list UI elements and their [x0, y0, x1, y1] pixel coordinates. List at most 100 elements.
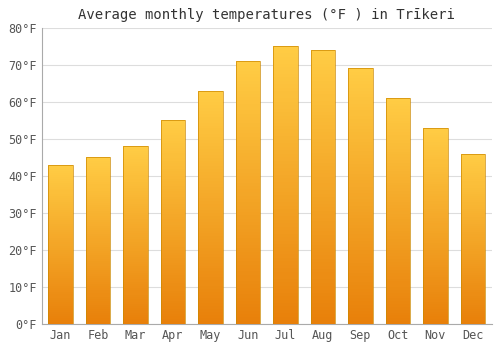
Bar [423, 292, 448, 294]
Bar [124, 166, 148, 168]
Bar [273, 136, 297, 140]
Bar [124, 279, 148, 282]
Bar [48, 264, 72, 266]
Bar [460, 239, 485, 241]
Bar [348, 110, 372, 113]
Bar [423, 238, 448, 240]
Bar [86, 238, 110, 240]
Bar [423, 277, 448, 280]
Bar [348, 276, 372, 279]
Bar [310, 276, 335, 279]
Bar [348, 273, 372, 276]
Bar [198, 301, 222, 303]
Bar [310, 245, 335, 248]
Bar [460, 260, 485, 262]
Bar [86, 243, 110, 245]
Bar [48, 230, 72, 232]
Bar [310, 163, 335, 166]
Bar [160, 199, 185, 202]
Bar [423, 304, 448, 307]
Bar [460, 228, 485, 230]
Bar [348, 119, 372, 122]
Bar [348, 122, 372, 126]
Bar [386, 245, 410, 247]
Bar [273, 220, 297, 223]
Bar [236, 166, 260, 169]
Bar [310, 74, 335, 77]
Bar [48, 272, 72, 274]
Bar [386, 180, 410, 183]
Bar [310, 269, 335, 272]
Bar [423, 307, 448, 309]
Bar [310, 105, 335, 108]
Bar [86, 188, 110, 190]
Bar [273, 199, 297, 202]
Bar [273, 122, 297, 126]
Bar [460, 281, 485, 284]
Bar [423, 128, 448, 324]
Bar [460, 154, 485, 324]
Bar [160, 131, 185, 133]
Bar [86, 211, 110, 214]
Bar [386, 225, 410, 228]
Bar [273, 144, 297, 147]
Bar [348, 158, 372, 161]
Bar [236, 199, 260, 202]
Bar [160, 309, 185, 311]
Bar [236, 255, 260, 258]
Bar [386, 301, 410, 304]
Bar [48, 198, 72, 201]
Bar [86, 309, 110, 311]
Bar [236, 186, 260, 189]
Bar [86, 201, 110, 203]
Bar [160, 316, 185, 319]
Bar [460, 315, 485, 317]
Bar [423, 150, 448, 152]
Bar [310, 183, 335, 187]
Bar [348, 225, 372, 228]
Bar [310, 187, 335, 190]
Bar [160, 143, 185, 146]
Bar [160, 217, 185, 219]
Bar [48, 176, 72, 178]
Bar [348, 145, 372, 148]
Bar [236, 193, 260, 196]
Bar [348, 180, 372, 183]
Bar [386, 296, 410, 299]
Bar [124, 282, 148, 284]
Bar [310, 94, 335, 98]
Bar [386, 140, 410, 143]
Bar [386, 112, 410, 115]
Bar [310, 241, 335, 245]
Bar [348, 164, 372, 167]
Bar [310, 77, 335, 81]
Bar [310, 259, 335, 262]
Bar [386, 259, 410, 262]
Bar [386, 267, 410, 270]
Bar [273, 77, 297, 81]
Bar [310, 279, 335, 283]
Bar [348, 212, 372, 215]
Bar [160, 306, 185, 309]
Bar [198, 283, 222, 286]
Bar [460, 249, 485, 251]
Bar [310, 201, 335, 204]
Bar [310, 142, 335, 146]
Bar [386, 160, 410, 163]
Bar [124, 257, 148, 259]
Bar [198, 114, 222, 117]
Bar [198, 254, 222, 257]
Bar [198, 166, 222, 169]
Bar [423, 226, 448, 228]
Bar [198, 93, 222, 97]
Bar [460, 234, 485, 237]
Bar [198, 178, 222, 181]
Bar [198, 266, 222, 268]
Bar [460, 181, 485, 183]
Bar [423, 164, 448, 167]
Bar [348, 317, 372, 321]
Bar [386, 101, 410, 104]
Bar [423, 204, 448, 206]
Bar [386, 197, 410, 199]
Bar [460, 194, 485, 196]
